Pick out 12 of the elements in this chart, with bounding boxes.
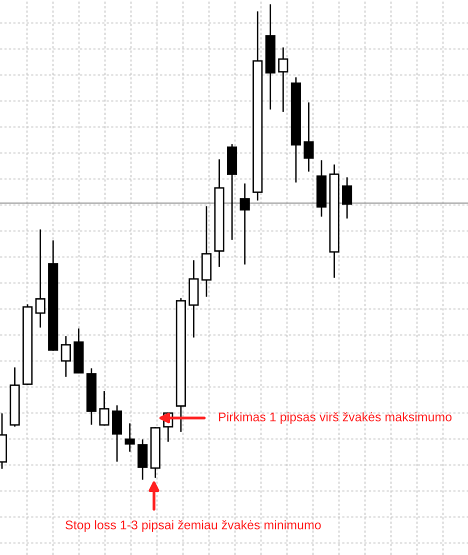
annotation: Pirkimas 1 pipsas virš žvakės maksimumo [219,412,452,424]
candlestick [35,229,46,328]
candlestick [99,391,110,426]
candlestick [304,102,314,172]
text: Stop loss 1-3 pipsai žemiau žvakės minimumo [66,520,321,532]
candlestick [60,336,71,377]
candlestick [278,47,288,112]
candlestick [138,439,148,480]
candlestick [112,405,122,462]
candlestick [240,183,250,264]
candlestick [342,177,352,219]
candlestick [124,423,135,452]
